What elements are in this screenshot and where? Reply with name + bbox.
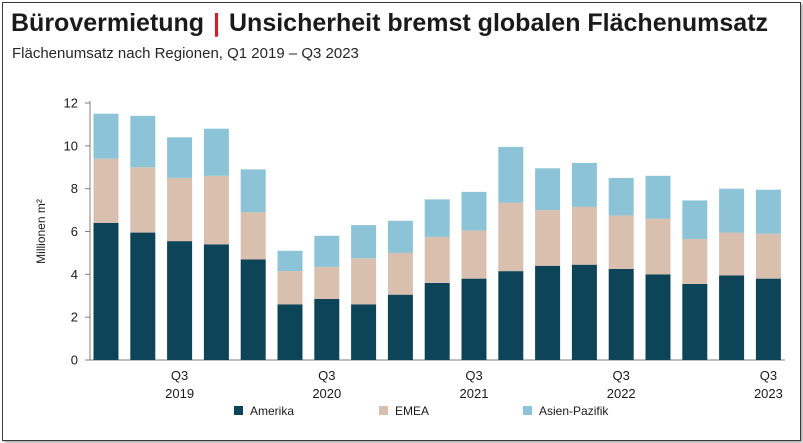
bar-asien-pazifik bbox=[351, 225, 377, 259]
bar-amerika bbox=[719, 275, 745, 360]
y-tick-label: 2 bbox=[71, 310, 78, 325]
bar-emea bbox=[387, 252, 413, 295]
title-rest: Unsicherheit bremst globalen Flächenumsa… bbox=[229, 9, 769, 37]
legend-swatch bbox=[234, 406, 243, 415]
bar-emea bbox=[719, 232, 745, 276]
bar-amerika bbox=[387, 294, 413, 360]
x-tick-label-quarter: Q3 bbox=[760, 368, 777, 383]
bar-amerika bbox=[645, 274, 671, 360]
bar-amerika bbox=[571, 264, 597, 360]
bar-amerika bbox=[203, 244, 229, 360]
legend-swatch bbox=[523, 406, 532, 415]
page-title: Bürovermietung | Unsicherheit bremst glo… bbox=[11, 9, 768, 38]
bar-amerika bbox=[93, 222, 119, 360]
bar-amerika bbox=[167, 241, 193, 360]
bar-emea bbox=[277, 271, 303, 305]
bar-asien-pazifik bbox=[682, 200, 708, 239]
bar-asien-pazifik bbox=[608, 177, 634, 216]
bar-asien-pazifik bbox=[203, 128, 229, 176]
legend-label: EMEA bbox=[395, 404, 429, 418]
legend-label: Amerika bbox=[250, 404, 294, 418]
y-tick-label: 12 bbox=[64, 96, 78, 111]
x-tick-label-quarter: Q3 bbox=[465, 368, 482, 383]
bar-asien-pazifik bbox=[93, 113, 119, 159]
bar-asien-pazifik bbox=[387, 220, 413, 253]
bar-emea bbox=[461, 230, 487, 279]
bar-emea bbox=[645, 218, 671, 275]
legend-swatch bbox=[379, 406, 388, 415]
bar-emea bbox=[755, 233, 781, 279]
x-tick-label-quarter: Q3 bbox=[318, 368, 335, 383]
bar-amerika bbox=[314, 298, 340, 360]
x-tick-label-year: 2020 bbox=[312, 386, 341, 401]
bar-amerika bbox=[461, 278, 487, 360]
bar-amerika bbox=[240, 259, 266, 360]
bar-asien-pazifik bbox=[130, 115, 156, 168]
y-tick-label: 0 bbox=[71, 353, 78, 368]
bar-emea bbox=[608, 215, 634, 269]
bar-asien-pazifik bbox=[645, 175, 671, 219]
title-main: Bürovermietung bbox=[11, 9, 205, 37]
x-tick-label-quarter: Q3 bbox=[613, 368, 630, 383]
y-axis-title: Millionen m² bbox=[34, 199, 48, 264]
bar-emea bbox=[203, 175, 229, 245]
bar-emea bbox=[571, 206, 597, 265]
bar-asien-pazifik bbox=[535, 168, 561, 211]
bar-amerika bbox=[755, 278, 781, 360]
y-tick-label: 8 bbox=[71, 181, 78, 196]
bar-amerika bbox=[608, 268, 634, 360]
x-tick-label-year: 2019 bbox=[165, 386, 194, 401]
bar-emea bbox=[682, 238, 708, 284]
bar-emea bbox=[167, 177, 193, 242]
y-tick-label: 4 bbox=[71, 267, 78, 282]
x-axis-ticks: Q3 2019 Q3 2020 Q3 2021 Q3 2022 Q3 2023 bbox=[165, 368, 783, 401]
bar-asien-pazifik bbox=[461, 191, 487, 231]
bar-emea bbox=[351, 258, 377, 305]
bar-amerika bbox=[130, 232, 156, 360]
y-tick-label: 6 bbox=[71, 224, 78, 239]
chart-bars bbox=[93, 113, 781, 360]
bar-asien-pazifik bbox=[498, 146, 524, 203]
bar-amerika bbox=[351, 304, 377, 360]
bar-asien-pazifik bbox=[314, 235, 340, 267]
x-tick-label-year: 2023 bbox=[754, 386, 783, 401]
bar-asien-pazifik bbox=[240, 169, 266, 213]
y-tick-label: 10 bbox=[64, 138, 78, 153]
bar-asien-pazifik bbox=[424, 199, 450, 237]
bar-emea bbox=[240, 212, 266, 260]
bar-emea bbox=[130, 167, 156, 233]
bar-amerika bbox=[424, 282, 450, 360]
bar-amerika bbox=[535, 265, 561, 360]
title-separator: | bbox=[213, 9, 221, 37]
bar-emea bbox=[314, 266, 340, 299]
bar-asien-pazifik bbox=[277, 250, 303, 272]
bar-amerika bbox=[498, 271, 524, 360]
bar-amerika bbox=[277, 304, 303, 360]
chart-legend: Amerika EMEA Asien-Pazifik bbox=[234, 404, 609, 418]
bar-asien-pazifik bbox=[571, 162, 597, 207]
x-tick-label-year: 2021 bbox=[460, 386, 489, 401]
bar-asien-pazifik bbox=[719, 188, 745, 233]
x-tick-label-quarter: Q3 bbox=[171, 368, 188, 383]
bar-emea bbox=[93, 158, 119, 223]
x-tick-label-year: 2022 bbox=[607, 386, 636, 401]
bar-amerika bbox=[682, 283, 708, 360]
bar-emea bbox=[535, 210, 561, 266]
bar-asien-pazifik bbox=[755, 189, 781, 234]
bar-asien-pazifik bbox=[167, 137, 193, 178]
bar-emea bbox=[498, 202, 524, 272]
legend-label: Asien-Pazifik bbox=[539, 404, 609, 418]
chart-subtitle: Flächenumsatz nach Regionen, Q1 2019 – Q… bbox=[12, 45, 359, 62]
bar-emea bbox=[424, 236, 450, 283]
